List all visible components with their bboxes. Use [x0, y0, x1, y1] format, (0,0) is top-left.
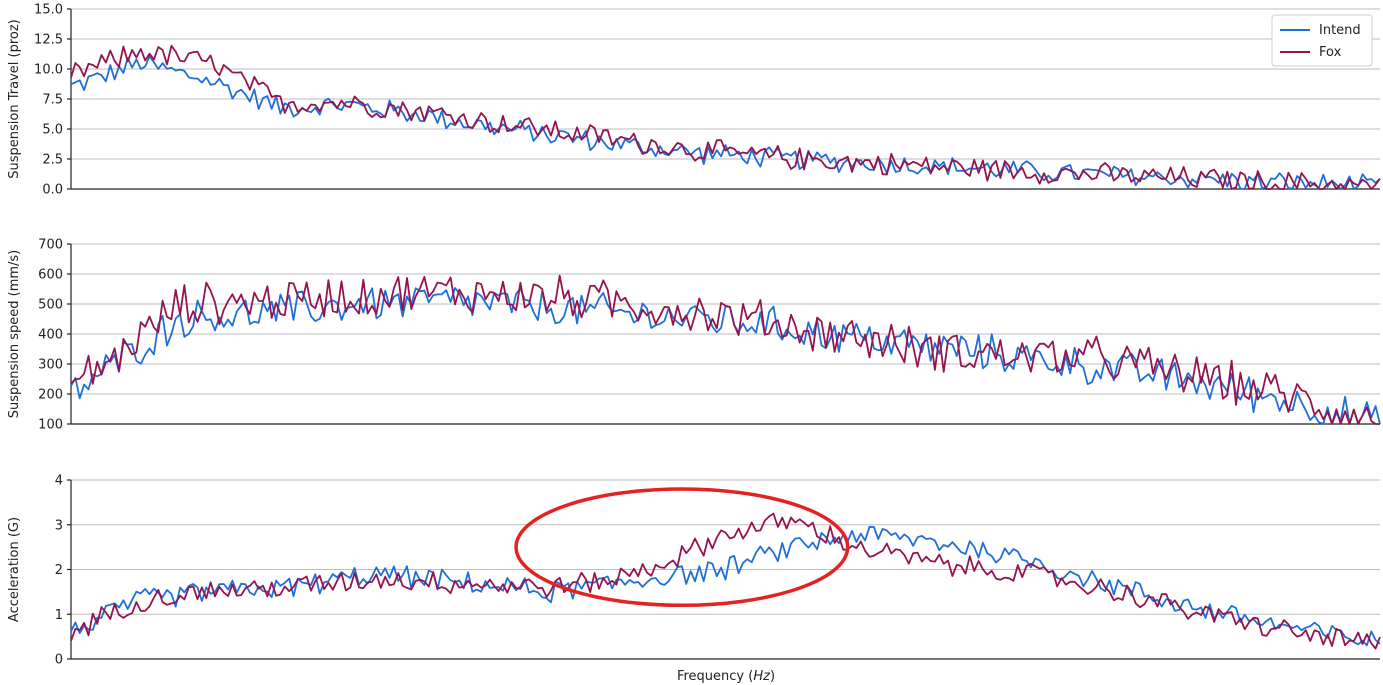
y-tick-label: 1 — [55, 608, 63, 623]
panel-3: 0 1 2 3 4 Acceleration (G) — [7, 474, 1381, 668]
y-axis-label: Suspension speed (mm/s) — [7, 250, 22, 419]
y-tick-label: 500 — [38, 298, 63, 313]
y-tick-label: 10.0 — [34, 63, 63, 78]
y-tick-label: 400 — [38, 328, 63, 343]
series-line-intend — [70, 525, 1381, 647]
series-line-fox — [70, 274, 1380, 425]
series-line-fox — [70, 512, 1381, 650]
y-tick-label: 600 — [38, 268, 63, 283]
y-axis-label: Acceleration (G) — [7, 517, 22, 622]
y-tick-label: 300 — [38, 358, 63, 373]
y-tick-label: 2.5 — [42, 153, 63, 168]
panel-1: 0.0 2.5 5.0 7.5 10.0 12.5 15.0 Suspension Trave… — [7, 3, 1381, 198]
y-tick-label: 15.0 — [34, 3, 63, 18]
y-tick-label: 2 — [55, 563, 63, 578]
series-line-intend — [70, 287, 1381, 425]
panel-2: 100 200 300 400 500 600 700 Suspension speed (m… — [7, 238, 1381, 433]
y-tick-label: 700 — [38, 238, 63, 253]
y-tick-label: 12.5 — [34, 33, 63, 48]
series-line-fox — [70, 44, 1381, 190]
y-tick-label: 100 — [38, 418, 63, 433]
series-line-intend — [70, 55, 1381, 190]
y-axis-label: Suspension Travel (proz) — [7, 19, 22, 178]
y-tick-label: 0.0 — [42, 183, 63, 198]
y-tick-label: 200 — [38, 388, 63, 403]
legend: Intend Fox — [1271, 14, 1373, 67]
legend-label-intend: Intend — [1319, 23, 1361, 38]
y-tick-label: 0 — [55, 653, 63, 668]
y-tick-label: 5.0 — [42, 123, 63, 138]
y-tick-label: 4 — [55, 474, 63, 489]
y-tick-label: 7.5 — [42, 93, 63, 108]
legend-label-fox: Fox — [1319, 45, 1342, 60]
x-axis-label: Frequency (Hz) — [677, 669, 775, 684]
highlight-ellipse — [514, 487, 850, 608]
y-tick-label: 3 — [55, 518, 63, 533]
